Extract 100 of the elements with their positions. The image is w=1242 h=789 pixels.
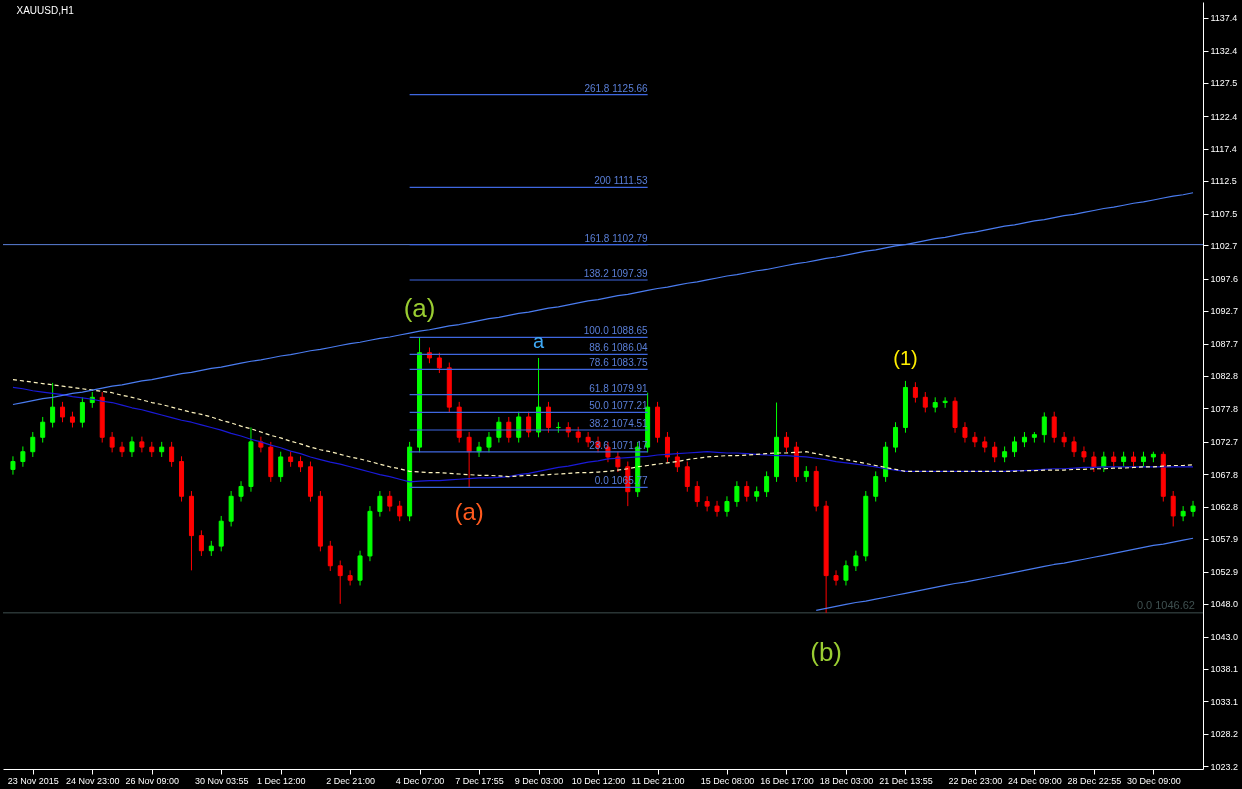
y-tick-label: 1052.9 xyxy=(1210,567,1239,578)
y-tick-label: 1132.4 xyxy=(1210,46,1238,57)
x-tick-label: 15 Dec 08:00 xyxy=(700,775,755,786)
chart-title: XAUUSD,H1 xyxy=(16,5,75,16)
x-tick-label: 1 Dec 12:00 xyxy=(256,775,306,786)
x-tick-label: 4 Dec 07:00 xyxy=(395,775,445,786)
y-tick-label: 1048.0 xyxy=(1210,599,1239,610)
candlestick xyxy=(912,381,918,404)
line-series xyxy=(815,537,1194,611)
candlestick xyxy=(674,451,680,473)
candlestick xyxy=(764,470,770,498)
candlestick xyxy=(585,431,591,448)
y-tick-label: 1067.8 xyxy=(1210,469,1239,480)
candlestick xyxy=(40,416,46,444)
candlestick xyxy=(10,455,16,476)
candlestick xyxy=(1051,411,1057,444)
candlestick xyxy=(526,411,532,438)
annotation: (a) xyxy=(403,293,436,324)
x-tick-label: 10 Dec 12:00 xyxy=(571,775,626,786)
y-tick-label: 1112.5 xyxy=(1210,176,1237,187)
y-tick-label: 1033.1 xyxy=(1210,696,1239,707)
x-tick-label: 28 Dec 22:55 xyxy=(1067,775,1122,786)
candlestick xyxy=(1041,411,1047,444)
candlestick xyxy=(1091,451,1097,473)
y-tick-label: 1077.8 xyxy=(1210,403,1239,414)
candlestick xyxy=(516,411,522,444)
candlestick xyxy=(436,352,442,374)
candlestick xyxy=(853,550,859,572)
x-tick-label: 9 Dec 03:00 xyxy=(514,775,564,786)
y-tick-label: 1043.0 xyxy=(1210,632,1239,643)
candlestick xyxy=(1012,436,1018,458)
candlestick xyxy=(397,500,403,522)
y-tick-label: 1127.5 xyxy=(1210,78,1238,89)
candlestick xyxy=(79,396,85,428)
x-tick-label: 16 Dec 17:00 xyxy=(760,775,814,786)
candlestick xyxy=(615,451,621,473)
y-tick-label: 1087.7 xyxy=(1210,339,1239,350)
x-tick-label: 24 Dec 09:00 xyxy=(1008,775,1062,786)
annotation: 61.8 1079.91 xyxy=(589,382,649,394)
x-tick-label: 23 Nov 2015 xyxy=(7,775,59,786)
candlestick xyxy=(387,490,393,512)
y-tick-label: 1028.2 xyxy=(1210,729,1239,740)
candlestick xyxy=(942,396,948,409)
x-tick-label: 26 Nov 09:00 xyxy=(125,775,180,786)
candlestick xyxy=(238,480,244,503)
candlestick xyxy=(278,451,284,483)
annotation: (a) xyxy=(454,498,484,526)
candlestick xyxy=(486,431,492,453)
y-tick-label: 1057.9 xyxy=(1210,534,1239,545)
y-tick-label: 1102.7 xyxy=(1210,240,1238,251)
candlestick xyxy=(139,436,145,453)
annotation: 78.6 1083.75 xyxy=(589,357,649,369)
candlestick xyxy=(1061,431,1067,448)
candlestick xyxy=(922,391,928,413)
candlestick xyxy=(783,431,789,453)
candlestick xyxy=(377,490,383,518)
annotation: 261.8 1125.66 xyxy=(584,82,649,94)
candlestick xyxy=(724,495,730,518)
x-tick-label: 24 Nov 23:00 xyxy=(66,775,120,786)
candlestick xyxy=(694,480,700,508)
y-tick-label: 1137.4 xyxy=(1210,13,1238,24)
candlestick xyxy=(466,431,472,488)
y-tick-label: 1082.8 xyxy=(1210,371,1239,382)
x-tick-label: 30 Dec 09:00 xyxy=(1127,775,1181,786)
y-tick-label: 1062.8 xyxy=(1210,502,1239,513)
candlestick xyxy=(744,480,750,503)
candlestick xyxy=(734,480,740,508)
candlestick xyxy=(337,560,343,605)
x-tick-label: 18 Dec 03:00 xyxy=(819,775,874,786)
annotation: 138.2 1097.39 xyxy=(583,268,649,280)
y-tick-label: 1107.5 xyxy=(1210,209,1238,220)
candlestick xyxy=(327,540,333,572)
annotation: 50.0 1077.21 xyxy=(589,400,649,412)
candlestick xyxy=(843,560,849,586)
x-tick-label: 21 Dec 13:55 xyxy=(879,775,933,786)
candlestick xyxy=(962,421,968,444)
annotation: (b) xyxy=(810,636,843,667)
candlestick xyxy=(1190,500,1196,518)
candlestick xyxy=(684,461,690,493)
y-tick-label: 1122.4 xyxy=(1210,111,1238,122)
candlestick xyxy=(1101,451,1107,473)
ref-line-label: 0.0 1046.62 xyxy=(1136,598,1195,611)
annotation: 88.6 1086.04 xyxy=(589,342,649,354)
candlestick xyxy=(1180,505,1186,522)
candlestick xyxy=(496,416,502,444)
x-tick-label: 30 Nov 03:55 xyxy=(194,775,249,786)
x-tick-label: 2 Dec 21:00 xyxy=(326,775,375,786)
candlestick xyxy=(704,495,710,512)
y-tick-label: 1092.7 xyxy=(1210,306,1239,317)
candlestick xyxy=(50,382,56,428)
candlestick xyxy=(129,436,135,458)
candlestick xyxy=(198,529,204,557)
candlestick xyxy=(109,431,115,453)
candlestick xyxy=(1081,445,1087,463)
x-tick-label: 22 Dec 23:00 xyxy=(948,775,1003,786)
x-tick-label: 11 Dec 21:00 xyxy=(631,775,685,786)
candlestick xyxy=(20,445,26,468)
candlestick xyxy=(992,441,998,463)
candlestick xyxy=(60,401,66,423)
candlestick xyxy=(30,431,36,458)
